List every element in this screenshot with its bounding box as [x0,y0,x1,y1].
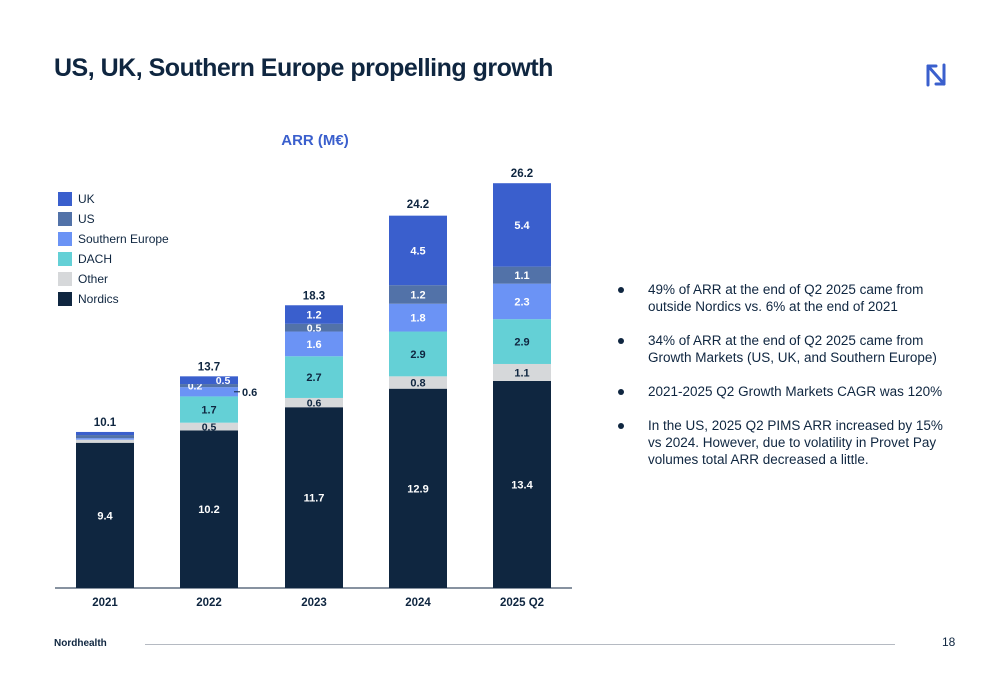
key-point: 49% of ARR at the end of Q2 2025 came fr… [616,281,956,315]
bar-segment [493,319,551,364]
footer-divider [145,644,895,645]
bar-segment-label: 0.6 [307,398,322,410]
bar-segment [285,331,343,357]
bar-segment [389,376,447,389]
page-number: 18 [942,635,956,649]
legend-swatch [58,232,72,246]
bar-total-label: 13.7 [198,361,220,373]
bar-segment [493,283,551,320]
bar-segment [180,387,238,397]
bar-total-label: 24.2 [407,199,429,211]
bar-segment-label: 5.4 [514,220,530,232]
key-point: 2021-2025 Q2 Growth Markets CAGR was 120… [616,383,956,400]
bar-segment [76,431,134,436]
bar-segment-label: 4.5 [410,245,425,257]
bar-segment [389,303,447,332]
bar-segment [285,323,343,332]
bar-segment-label: 1.2 [410,289,425,301]
legend-label: DACH [78,252,112,266]
bar-segment [180,396,238,423]
footer-brand: Nordhealth [54,638,107,649]
bar-segment-label: 1.2 [306,310,321,322]
legend-label: Southern Europe [78,232,169,246]
legend-label: US [78,212,95,226]
bar-segment-label: 12.9 [407,483,428,495]
bar-segment [493,363,551,381]
legend-swatch [58,252,72,266]
bar-segment [493,380,551,588]
bar-segment-label: 0.8 [410,378,425,390]
bar-segment-label: 1.8 [410,313,425,325]
bar-segment-label: 9.4 [97,510,113,522]
chart-legend: UK US Southern Europe DACH Other Nordics [58,192,169,306]
bar-segment-label: 0.5 [307,323,322,335]
bar-segment [389,215,447,286]
bar-segment-label: 0.5 [202,422,217,434]
legend-swatch [58,292,72,306]
x-tick-label: 2023 [301,597,327,609]
bar-segment-label: 2.7 [306,372,321,384]
bar-segment [285,356,343,398]
bar-segment-label: 1.6 [306,339,321,351]
bar-segment [180,376,238,385]
bar-segment-label: 10.2 [198,504,219,516]
bar-total-label: 18.3 [303,290,325,302]
bar-segment [76,438,134,440]
nordhealth-logo-icon [926,63,946,87]
bar-total-label: 26.2 [511,168,533,180]
x-tick-label: 2022 [196,597,222,609]
bar-segment [76,439,134,443]
x-tick-label: 2024 [405,597,431,609]
bar-segment [76,442,134,588]
bar-segment-label: 13.4 [511,479,533,491]
bar-segment [285,397,343,408]
x-tick-label: 2025 Q2 [500,597,544,609]
bar-total-label: 10.1 [94,417,117,429]
bar-segment-label: 1.7 [201,405,216,417]
bar-segment [285,305,343,324]
bar-segment [285,407,343,588]
bar-segment [493,183,551,267]
x-axis-ticks: 2021 2022 2023 2024 2025 Q2 [92,597,544,609]
legend-swatch [58,212,72,226]
bar-segment-label: 2.3 [514,296,529,308]
x-tick-label: 2021 [92,597,118,609]
bar-segment-label: 1.1 [514,367,529,379]
page-title: US, UK, Southern Europe propelling growt… [54,54,553,82]
key-point: 34% of ARR at the end of Q2 2025 came fr… [616,332,956,366]
bar-segment-label: 11.7 [304,493,325,505]
bar-segment [76,435,134,439]
key-points-list: 49% of ARR at the end of Q2 2025 came fr… [616,281,956,485]
bar-segment-label: 2.9 [514,337,529,349]
chart-title: ARR (M€) [281,132,349,149]
bar-segment-label: 1.1 [514,270,529,282]
bar-segment-label: 2.9 [410,349,425,361]
bar-segment [389,285,447,304]
bar-segment [180,430,238,588]
bar-segment [180,422,238,431]
legend-label: Other [78,272,108,286]
bar-segment [180,384,238,388]
chart-bars: 9.410.110.20.51.70.60.2 0.513.711.70.62.7… [76,168,551,588]
bar-segment-label: 0.5 [216,375,231,387]
bar-segment [389,388,447,588]
bar-segment-label: 0.6 [242,387,257,399]
legend-label: UK [78,192,95,206]
legend-swatch [58,272,72,286]
legend-swatch [58,192,72,206]
legend-label: Nordics [78,292,119,306]
bar-segment [389,331,447,377]
key-point: In the US, 2025 Q2 PIMS ARR increased by… [616,417,956,468]
bar-segment [493,266,551,284]
